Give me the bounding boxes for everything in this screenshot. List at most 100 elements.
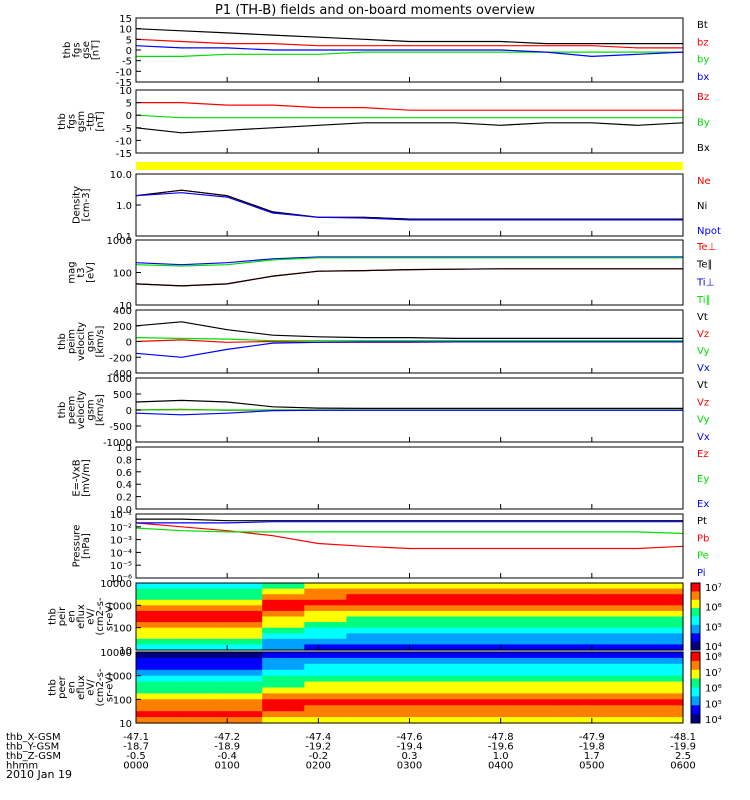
x-axis-row-value: -0.4: [217, 751, 237, 762]
heatmap-cell: [430, 594, 474, 601]
heatmap-cell: [220, 687, 263, 694]
heatmap-cell: [556, 627, 600, 634]
heatmap-cell: [556, 657, 600, 665]
y-axis-label: gse: [81, 41, 92, 59]
heatmap-cell: [136, 599, 179, 606]
heatmap-cell: [388, 693, 432, 700]
x-axis-row-value: -19.2: [305, 742, 331, 753]
legend-entry: by: [697, 55, 709, 66]
x-axis-row-value: -47.9: [579, 732, 605, 743]
y-tick-label: 10⁻³: [110, 536, 132, 547]
y-tick-label: 0.2: [116, 493, 132, 504]
heatmap-cell: [346, 594, 390, 601]
heatmap-cell: [430, 711, 474, 718]
heatmap-cell: [136, 699, 179, 706]
y-axis-label: eflux: [76, 604, 87, 629]
heatmap-cell: [262, 681, 305, 689]
heatmap-cell: [640, 657, 684, 665]
heatmap-cell: [388, 638, 432, 645]
heatmap-cell: [556, 594, 600, 601]
legend-entry: Te⊥: [696, 242, 716, 253]
y-axis-label: fgs: [67, 114, 78, 129]
y-axis-label: [cm-3]: [81, 188, 92, 221]
y-axis-label: thb: [57, 113, 68, 130]
heatmap-cell: [262, 594, 305, 601]
x-axis-row-value: -0.5: [126, 751, 146, 762]
heatmap-cell: [262, 588, 305, 595]
heatmap-cell: [430, 605, 474, 612]
heatmap-cell: [640, 644, 684, 651]
x-axis-row-value: -47.6: [397, 732, 423, 743]
heatmap-cell: [556, 644, 600, 651]
heatmap-cell: [304, 699, 347, 706]
colorbar-label: 10⁷: [705, 583, 722, 594]
heatmap-cell: [262, 583, 305, 590]
heatmap-cell: [136, 663, 179, 671]
colorbar-label: 10⁸: [705, 652, 722, 663]
heatmap-cell: [220, 669, 263, 677]
series-peim-velocity-black: [135, 321, 683, 339]
heatmap-cell: [220, 717, 263, 724]
y-tick-label: 0.8: [116, 455, 132, 466]
x-axis-row-label: thb_X-GSM: [6, 732, 61, 743]
y-tick-label: 10: [119, 646, 132, 657]
heatmap-cell: [640, 675, 684, 683]
heatmap-cell: [472, 711, 516, 718]
heatmap-cell: [598, 588, 642, 595]
heatmap-cell: [346, 644, 390, 651]
y-tick-label: 10⁻⁵: [110, 561, 132, 572]
y-tick-label: -15: [116, 78, 132, 89]
heatmap-cell: [178, 627, 221, 634]
heatmap-cell: [514, 663, 558, 671]
heatmap-cell: [514, 622, 558, 629]
colorbar-segment: [691, 641, 700, 651]
heatmap-cell: [136, 717, 179, 724]
heatmap-cell: [262, 622, 305, 629]
heatmap-cell: [472, 627, 516, 634]
heatmap-cell: [136, 633, 179, 640]
heatmap-cell: [262, 705, 305, 712]
x-axis-row-value: -19.8: [579, 742, 605, 753]
heatmap-cell: [514, 681, 558, 689]
y-tick-label: 10⁻²: [110, 523, 132, 534]
heatmap-cell: [136, 622, 179, 629]
heatmap-cell: [304, 693, 347, 700]
colorbar-segment: [691, 591, 700, 601]
heatmap-cell: [556, 633, 600, 640]
heatmap-cell: [346, 699, 390, 706]
heatmap-cell: [640, 605, 684, 612]
heatmap-cell: [178, 610, 221, 618]
heatmap-cell: [262, 627, 305, 634]
heatmap-cell: [136, 616, 179, 623]
colorbar-label: 10⁵: [705, 622, 722, 633]
heatmap-cell: [514, 652, 558, 659]
y-axis-label: eV/: [86, 608, 97, 625]
heatmap-cell: [220, 627, 263, 634]
heatmap-cell: [262, 699, 305, 706]
heatmap-cell: [430, 693, 474, 700]
heatmap-cell: [304, 705, 347, 712]
heatmap-cell: [304, 717, 347, 724]
x-axis-row-value: -18.9: [214, 742, 240, 753]
legend-entry: bx: [697, 72, 709, 83]
heatmap-cell: [304, 622, 347, 629]
heatmap-cell: [430, 638, 474, 645]
y-axis-label: eV/: [86, 679, 97, 696]
y-axis-label: Pressure: [71, 525, 82, 568]
heatmap-cell: [388, 687, 432, 694]
y-tick-label: 500: [113, 390, 132, 401]
heatmap-cell: [598, 699, 642, 706]
x-axis-row-label: thb_Z-GSM: [6, 751, 61, 762]
heatmap-cell: [304, 687, 347, 694]
heatmap-cell: [640, 594, 684, 601]
heatmap-cell: [346, 717, 390, 724]
heatmap-cell: [220, 663, 263, 671]
x-axis-row-value: -0.2: [309, 751, 329, 762]
heatmap-cell: [304, 657, 347, 665]
heatmap-cell: [514, 669, 558, 677]
legend-entry: Te∥: [696, 260, 713, 271]
y-axis-label: sr-eV): [105, 673, 116, 702]
heatmap-cell: [388, 594, 432, 601]
panel-peim-velocity: Vt Vz Vy Vx 400 200 0 -200 -400 thbpeimvelocitygs…: [57, 306, 710, 380]
y-tick-label: 1000: [107, 236, 132, 247]
